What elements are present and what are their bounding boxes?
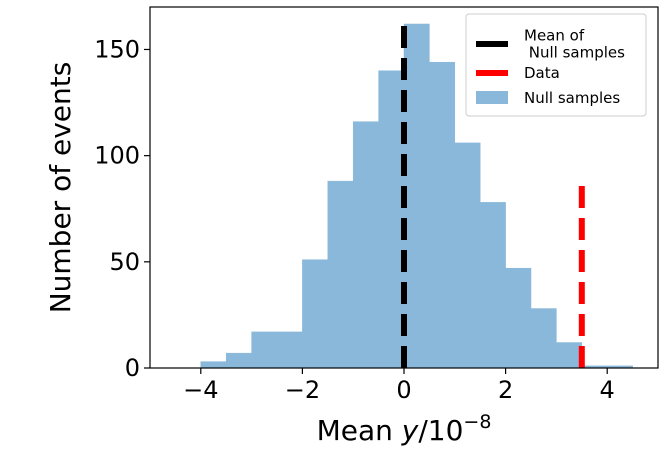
histogram-bar bbox=[530, 308, 557, 369]
legend: Mean of Null samples Data Null samples bbox=[465, 13, 647, 117]
y-tick-label: 0 bbox=[125, 354, 140, 382]
y-axis-ticks: 0 50 100 150 bbox=[94, 35, 150, 382]
vertical-lines bbox=[401, 23, 585, 368]
histogram-bar bbox=[429, 61, 456, 369]
legend-label: Null samples bbox=[524, 44, 625, 62]
y-tick-label: 100 bbox=[94, 142, 140, 170]
x-label-var: y bbox=[401, 414, 419, 447]
histogram-bar bbox=[505, 267, 532, 369]
x-label-main: Mean bbox=[317, 414, 402, 447]
x-tick-label: 2 bbox=[498, 376, 513, 404]
histogram-bars bbox=[200, 23, 633, 369]
x-tick-label: 4 bbox=[600, 376, 615, 404]
histogram-bar bbox=[327, 180, 354, 369]
legend-null-swatch bbox=[476, 91, 508, 104]
histogram-bar bbox=[352, 121, 379, 369]
y-tick-label: 50 bbox=[109, 248, 140, 276]
histogram-bar bbox=[302, 259, 329, 369]
histogram-bar bbox=[479, 202, 506, 369]
histogram-bar bbox=[403, 23, 430, 369]
y-tick-label: 150 bbox=[94, 35, 140, 63]
legend-box bbox=[465, 13, 647, 117]
legend-label: Data bbox=[524, 64, 560, 82]
histogram-bar bbox=[251, 331, 278, 369]
x-axis-ticks: −4 −2 0 2 4 bbox=[183, 368, 615, 404]
x-tick-label: −2 bbox=[285, 376, 320, 404]
x-label-unit: /10 bbox=[418, 414, 463, 447]
histogram-bar bbox=[200, 361, 227, 369]
y-axis-label: Number of events bbox=[44, 62, 77, 314]
legend-label: Null samples bbox=[524, 89, 620, 107]
x-tick-label: 0 bbox=[396, 376, 411, 404]
histogram-bar bbox=[225, 352, 252, 369]
legend-label: Mean of bbox=[524, 27, 585, 45]
histogram-bar bbox=[276, 331, 303, 369]
histogram-bar bbox=[556, 342, 583, 369]
histogram-bar bbox=[454, 142, 481, 369]
x-label-exp: −8 bbox=[463, 411, 491, 433]
x-tick-label: −4 bbox=[183, 376, 218, 404]
x-axis-label: Mean y/10−8 bbox=[317, 411, 492, 447]
histogram-bar bbox=[378, 70, 405, 369]
